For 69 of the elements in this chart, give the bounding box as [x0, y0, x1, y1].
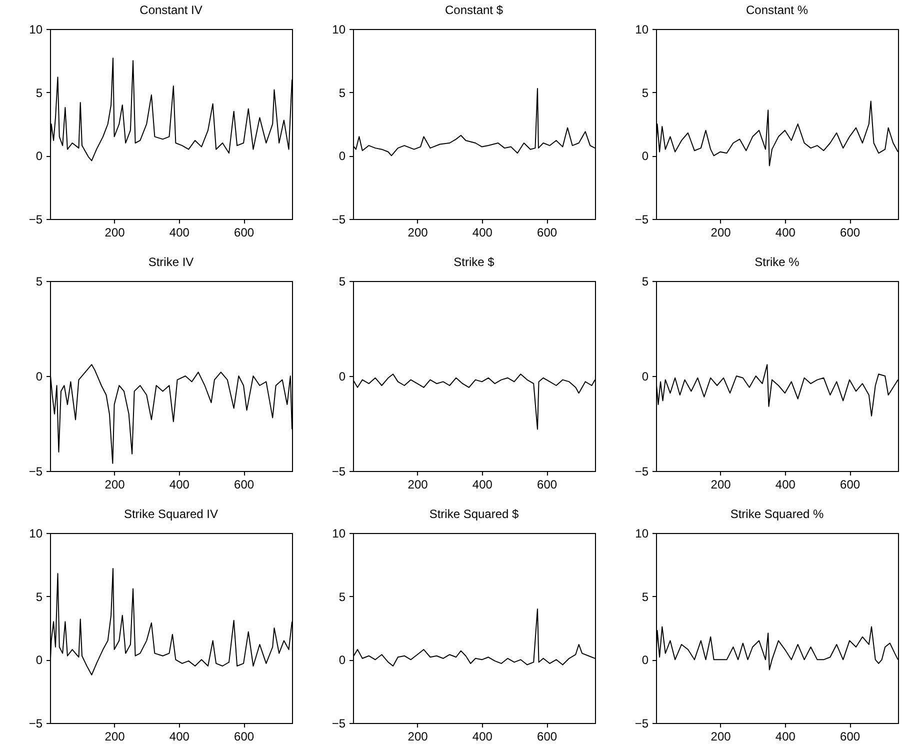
y-tick-label: 5	[642, 274, 649, 288]
x-tick-label: 400	[775, 226, 796, 240]
y-tick-label: 10	[332, 22, 346, 36]
x-tick-label: 600	[840, 730, 860, 744]
x-tick-label: 200	[104, 730, 126, 744]
x-tick-label: 600	[234, 478, 254, 492]
y-tick-label: −5	[634, 716, 649, 730]
x-tick-label: 600	[537, 730, 558, 744]
y-tick-label: 0	[642, 370, 649, 384]
y-tick-label: 10	[29, 22, 43, 36]
y-tick-label: 5	[338, 590, 346, 604]
chart-title: Strike IV	[148, 255, 194, 269]
x-tick-label: 400	[472, 730, 493, 744]
chart-title: Strike Squared $	[429, 507, 520, 521]
x-tick-label: 200	[104, 226, 126, 240]
y-tick-label: 5	[642, 86, 649, 100]
y-tick-label: 0	[338, 370, 346, 384]
y-tick-label: 5	[36, 590, 43, 604]
chart-title: Strike Squared %	[730, 507, 824, 521]
x-tick-label: 200	[408, 226, 428, 240]
x-tick-label: 200	[710, 226, 732, 240]
y-tick-label: −5	[332, 716, 346, 730]
x-tick-label: 600	[234, 730, 254, 744]
x-tick-label: 200	[408, 730, 428, 744]
y-tick-label: 0	[36, 149, 43, 164]
y-tick-label: 10	[635, 22, 649, 36]
x-tick-label: 200	[104, 478, 126, 492]
x-tick-label: 400	[169, 730, 190, 744]
y-tick-label: 5	[642, 590, 649, 604]
y-tick-label: 5	[36, 274, 43, 288]
y-tick-label: 0	[642, 149, 649, 164]
chart-title: Constant IV	[140, 3, 202, 17]
x-tick-label: 400	[169, 478, 190, 492]
x-tick-label: 200	[408, 478, 428, 492]
y-tick-label: −5	[332, 212, 346, 226]
y-tick-label: 5	[338, 86, 346, 100]
x-tick-label: 200	[710, 478, 732, 492]
y-tick-label: −5	[634, 212, 649, 226]
x-tick-label: 400	[472, 226, 493, 240]
chart-title: Strike %	[754, 255, 800, 269]
x-tick-label: 400	[775, 478, 796, 492]
y-tick-label: 10	[332, 526, 346, 540]
x-tick-label: 400	[472, 478, 493, 492]
x-tick-label: 200	[710, 730, 732, 744]
x-tick-label: 600	[537, 478, 558, 492]
y-tick-label: 5	[338, 274, 346, 288]
y-tick-label: −5	[332, 464, 346, 478]
y-tick-label: 10	[29, 526, 43, 540]
chart-title: Constant %	[746, 3, 808, 17]
x-tick-label: 600	[840, 478, 860, 492]
y-tick-label: 10	[635, 526, 649, 540]
x-tick-label: 400	[775, 730, 796, 744]
y-tick-label: 0	[338, 149, 346, 164]
y-tick-label: −5	[28, 212, 43, 226]
y-tick-label: 0	[36, 370, 43, 384]
chart-title: Strike Squared IV	[124, 507, 218, 521]
y-tick-label: 0	[338, 653, 346, 668]
y-tick-label: −5	[28, 464, 43, 478]
y-tick-label: 5	[36, 86, 43, 100]
y-tick-label: 0	[36, 653, 43, 668]
x-tick-label: 600	[537, 226, 558, 240]
x-tick-label: 600	[234, 226, 254, 240]
y-tick-label: 0	[642, 653, 649, 668]
y-tick-label: −5	[634, 464, 649, 478]
chart-title: Constant $	[444, 3, 504, 17]
x-tick-label: 600	[840, 226, 860, 240]
x-tick-label: 400	[169, 226, 190, 240]
chart-title: Strike $	[454, 255, 495, 269]
y-tick-label: −5	[28, 716, 43, 730]
